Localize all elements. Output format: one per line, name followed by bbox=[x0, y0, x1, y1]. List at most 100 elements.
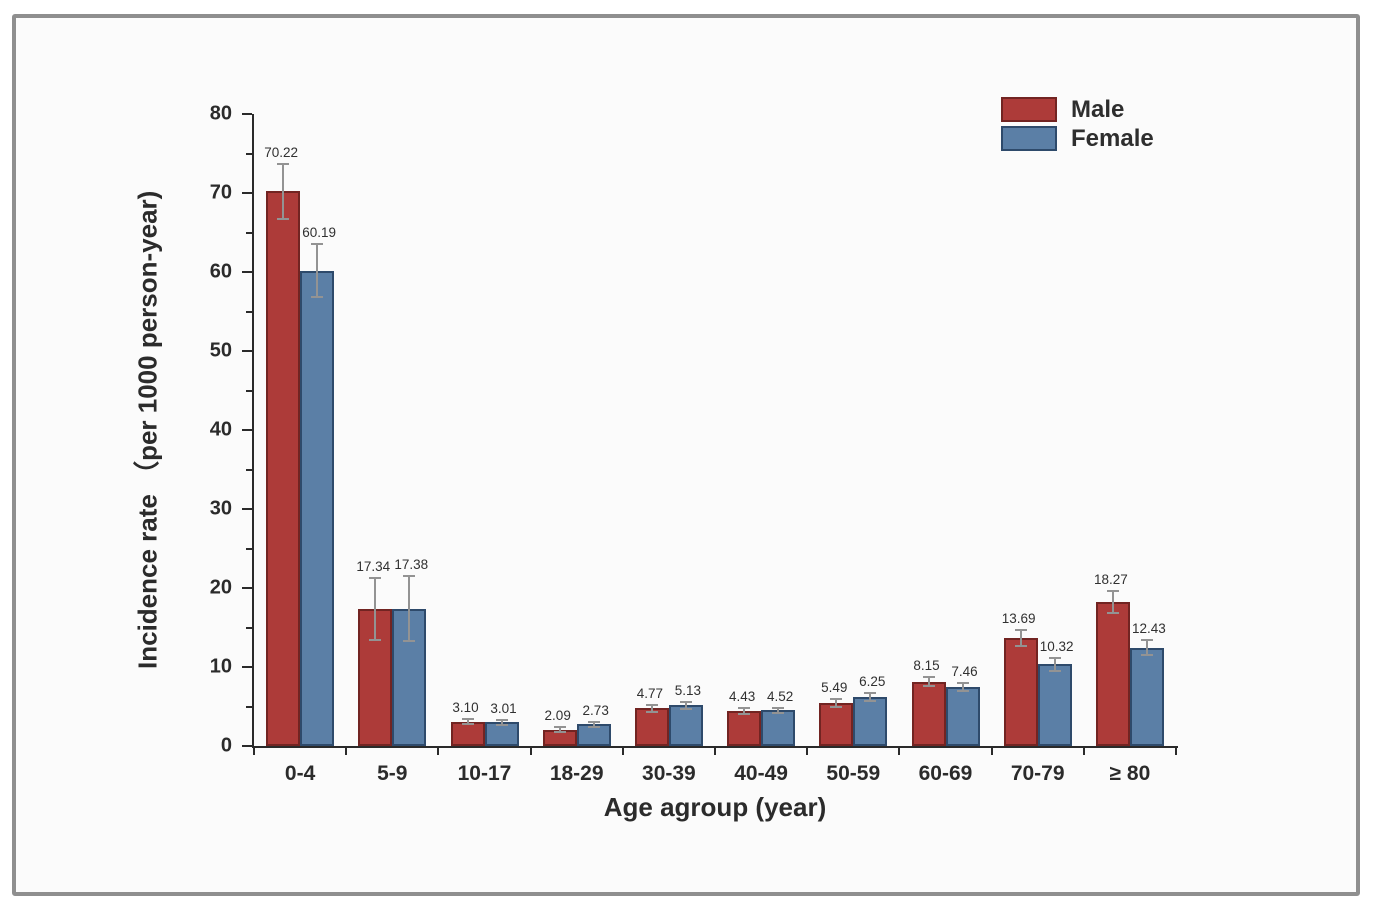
x-axis-title: Age agroup (year) bbox=[603, 792, 827, 822]
y-minor-tick bbox=[246, 152, 252, 155]
x-axis-line bbox=[252, 746, 1178, 748]
y-minor-tick bbox=[246, 626, 252, 629]
error-cap-top bbox=[403, 575, 416, 578]
value-label: 5.13 bbox=[674, 682, 702, 698]
error-cap-bottom bbox=[679, 708, 692, 711]
error-cap-bottom bbox=[1048, 669, 1061, 672]
bar-female-40-49 bbox=[761, 710, 796, 746]
error-cap-bottom bbox=[864, 699, 877, 702]
y-major-tick bbox=[242, 429, 252, 431]
error-bar-male bbox=[835, 698, 838, 707]
error-cap-bottom bbox=[1014, 644, 1027, 647]
error-cap-top bbox=[645, 703, 658, 706]
error-bar-male bbox=[466, 718, 469, 725]
x-boundary-tick bbox=[345, 748, 348, 755]
y-tick-label: 40 bbox=[209, 418, 232, 441]
x-boundary-tick bbox=[990, 748, 993, 755]
legend-item-male: Male bbox=[1001, 95, 1154, 124]
female-legend-swatch bbox=[1001, 126, 1057, 151]
value-label: 17.38 bbox=[394, 557, 429, 573]
error-bar-male bbox=[650, 704, 653, 712]
legend-label-female: Female bbox=[1071, 124, 1154, 152]
category-label: 10-17 bbox=[457, 762, 512, 785]
value-label: 18.27 bbox=[1093, 571, 1128, 587]
error-cap-bottom bbox=[922, 685, 935, 688]
y-tick-label: 70 bbox=[209, 181, 232, 204]
value-label: 6.25 bbox=[859, 673, 886, 689]
value-label: 4.43 bbox=[728, 689, 756, 705]
value-label: 2.09 bbox=[544, 708, 571, 724]
category-label: 18-29 bbox=[549, 762, 604, 785]
y-minor-tick bbox=[246, 231, 252, 234]
error-cap-bottom bbox=[495, 723, 508, 726]
error-cap-bottom bbox=[956, 690, 969, 693]
category-label: 50-59 bbox=[826, 762, 881, 785]
y-minor-tick bbox=[246, 468, 252, 471]
error-cap-bottom bbox=[1140, 654, 1153, 657]
error-cap-top bbox=[1106, 589, 1119, 592]
legend-label-male: Male bbox=[1071, 95, 1125, 123]
y-tick-label: 20 bbox=[209, 576, 232, 599]
error-bar-female bbox=[1145, 640, 1148, 656]
value-label: 7.46 bbox=[951, 663, 978, 679]
value-label: 4.52 bbox=[766, 688, 794, 704]
y-tick-label: 10 bbox=[209, 655, 232, 678]
x-boundary-tick bbox=[437, 748, 440, 755]
error-cap-bottom bbox=[738, 712, 751, 715]
x-boundary-tick bbox=[1175, 748, 1177, 755]
error-bar-male bbox=[558, 727, 561, 732]
y-minor-tick bbox=[246, 547, 252, 550]
value-label: 4.77 bbox=[636, 685, 664, 701]
x-boundary-tick bbox=[621, 748, 624, 755]
bar-female-0-4 bbox=[300, 270, 335, 746]
error-bar-female bbox=[592, 721, 595, 728]
error-bar-female bbox=[500, 719, 503, 725]
category-label: 30-39 bbox=[642, 762, 696, 785]
x-boundary-tick bbox=[714, 748, 716, 755]
error-cap-top bbox=[830, 697, 843, 700]
error-cap-top bbox=[369, 577, 382, 580]
error-cap-bottom bbox=[1106, 611, 1119, 614]
category-label: 60-69 bbox=[918, 762, 973, 785]
error-cap-top bbox=[1048, 657, 1061, 660]
y-major-tick bbox=[242, 271, 252, 273]
error-cap-top bbox=[553, 726, 566, 729]
error-bar-female bbox=[316, 244, 319, 297]
error-cap-bottom bbox=[772, 712, 785, 715]
error-bar-female bbox=[684, 701, 687, 710]
y-minor-tick bbox=[246, 310, 252, 313]
error-bar-female bbox=[777, 707, 780, 714]
category-label: 5-9 bbox=[377, 762, 408, 785]
plot-area: 0 10 20 30 40 50 60 70 80 0-4 70.22 60.19 5-9 17.34 17… bbox=[210, 103, 1178, 785]
male-legend-swatch bbox=[1001, 97, 1057, 122]
error-bar-female bbox=[869, 692, 872, 701]
y-minor-tick bbox=[246, 705, 252, 708]
value-label: 60.19 bbox=[302, 225, 336, 241]
error-cap-top bbox=[1014, 628, 1027, 631]
value-label: 17.34 bbox=[356, 559, 391, 575]
bar-female-60-69 bbox=[945, 687, 980, 746]
x-boundary-tick bbox=[529, 748, 532, 755]
error-bar-female bbox=[408, 576, 411, 642]
error-cap-top bbox=[679, 700, 692, 703]
error-cap-bottom bbox=[830, 705, 843, 708]
y-tick-label: 80 bbox=[209, 102, 232, 125]
error-cap-bottom bbox=[645, 710, 658, 713]
category-label: ≥ 80 bbox=[1109, 762, 1151, 785]
value-label: 5.49 bbox=[821, 679, 848, 695]
y-tick-label: 60 bbox=[209, 260, 232, 283]
error-cap-top bbox=[311, 243, 324, 246]
y-tick-label: 30 bbox=[209, 497, 232, 520]
y-major-tick bbox=[242, 508, 252, 510]
bar-female-≥ 80 bbox=[1129, 647, 1164, 746]
error-cap-top bbox=[922, 675, 935, 678]
category-label: 40-49 bbox=[734, 762, 788, 785]
error-cap-top bbox=[956, 681, 969, 684]
error-cap-bottom bbox=[403, 640, 416, 643]
error-cap-bottom bbox=[587, 726, 600, 729]
error-cap-top bbox=[461, 717, 474, 720]
value-label: 3.10 bbox=[452, 699, 479, 715]
error-bar-female bbox=[1053, 658, 1056, 671]
legend-item-female: Female bbox=[1001, 124, 1154, 153]
figure-frame bbox=[12, 14, 1360, 896]
